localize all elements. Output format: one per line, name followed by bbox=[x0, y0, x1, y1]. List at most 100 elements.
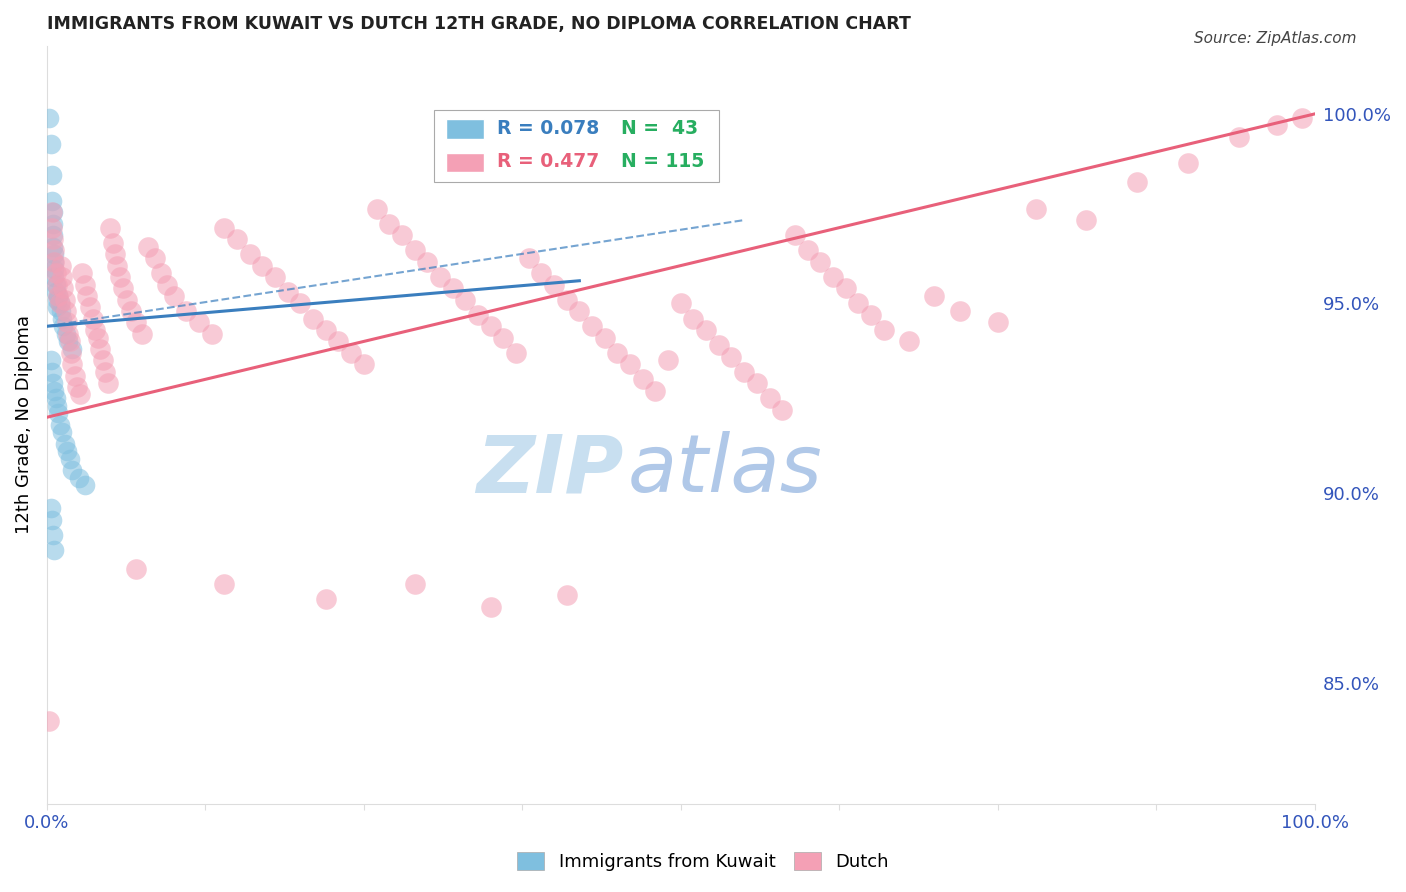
Point bbox=[201, 326, 224, 341]
Point bbox=[467, 308, 489, 322]
Point bbox=[45, 266, 67, 280]
Point bbox=[176, 304, 198, 318]
Point bbox=[60, 357, 83, 371]
Point bbox=[315, 592, 337, 607]
Point bbox=[366, 202, 388, 216]
Point bbox=[302, 311, 325, 326]
Point bbox=[669, 296, 692, 310]
Point bbox=[53, 293, 76, 307]
Text: ZIP: ZIP bbox=[477, 432, 624, 509]
Point bbox=[1076, 213, 1098, 227]
Point bbox=[46, 277, 69, 292]
Point bbox=[49, 304, 72, 318]
Point bbox=[136, 239, 159, 253]
Point bbox=[51, 425, 73, 440]
Text: N = 115: N = 115 bbox=[621, 153, 704, 171]
Point bbox=[59, 334, 82, 349]
Point bbox=[353, 357, 375, 371]
Point bbox=[770, 402, 793, 417]
Text: atlas: atlas bbox=[627, 432, 823, 509]
Point bbox=[277, 285, 299, 299]
Point bbox=[55, 326, 77, 341]
Point bbox=[479, 599, 502, 614]
Point bbox=[51, 311, 73, 326]
Point bbox=[682, 311, 704, 326]
Point bbox=[124, 562, 146, 576]
Point bbox=[110, 269, 132, 284]
Point bbox=[38, 111, 60, 125]
Point bbox=[720, 350, 742, 364]
Point bbox=[631, 372, 654, 386]
Point bbox=[39, 137, 62, 152]
Point bbox=[758, 392, 780, 406]
Point bbox=[42, 528, 65, 542]
Point bbox=[1291, 111, 1313, 125]
Point bbox=[73, 478, 96, 492]
Point bbox=[84, 323, 107, 337]
Point bbox=[44, 384, 66, 398]
FancyBboxPatch shape bbox=[446, 120, 484, 139]
Point bbox=[46, 289, 69, 303]
Point bbox=[46, 407, 69, 421]
Point bbox=[46, 293, 69, 307]
FancyBboxPatch shape bbox=[433, 110, 718, 182]
Point bbox=[821, 269, 844, 284]
Point bbox=[454, 293, 477, 307]
Point bbox=[59, 452, 82, 467]
Point bbox=[51, 269, 73, 284]
Point bbox=[41, 513, 63, 527]
Point bbox=[48, 296, 70, 310]
Point bbox=[657, 353, 679, 368]
Point bbox=[404, 244, 426, 258]
Point bbox=[315, 323, 337, 337]
Point bbox=[48, 417, 70, 432]
Point bbox=[45, 277, 67, 292]
Point bbox=[41, 194, 63, 208]
Point bbox=[1265, 118, 1288, 132]
Point bbox=[44, 247, 66, 261]
Point bbox=[555, 589, 578, 603]
Point bbox=[58, 326, 80, 341]
Point bbox=[834, 281, 856, 295]
Point bbox=[340, 345, 363, 359]
Legend: Immigrants from Kuwait, Dutch: Immigrants from Kuwait, Dutch bbox=[510, 845, 896, 879]
Point bbox=[42, 376, 65, 391]
Point bbox=[124, 315, 146, 329]
Point bbox=[252, 259, 274, 273]
Point bbox=[555, 293, 578, 307]
Point bbox=[150, 266, 173, 280]
Point bbox=[46, 289, 69, 303]
Text: R = 0.078: R = 0.078 bbox=[496, 119, 599, 138]
Point bbox=[924, 289, 946, 303]
Point bbox=[58, 334, 80, 349]
Point bbox=[46, 300, 69, 314]
Point bbox=[987, 315, 1010, 329]
Point bbox=[60, 342, 83, 356]
Point bbox=[44, 254, 66, 268]
Point bbox=[378, 217, 401, 231]
Point bbox=[391, 228, 413, 243]
Point bbox=[105, 259, 128, 273]
Point bbox=[79, 300, 101, 314]
Point bbox=[163, 289, 186, 303]
Point bbox=[45, 285, 67, 299]
Point bbox=[619, 357, 641, 371]
Point bbox=[949, 304, 972, 318]
Point bbox=[97, 376, 120, 391]
Point bbox=[41, 205, 63, 219]
Point bbox=[441, 281, 464, 295]
Point bbox=[120, 304, 142, 318]
Point bbox=[73, 277, 96, 292]
Point bbox=[416, 254, 439, 268]
Point bbox=[67, 471, 90, 485]
Point bbox=[42, 232, 65, 246]
Point bbox=[143, 251, 166, 265]
Point bbox=[517, 251, 540, 265]
Point bbox=[41, 365, 63, 379]
Point bbox=[44, 254, 66, 268]
Point bbox=[39, 501, 62, 516]
Point bbox=[91, 353, 114, 368]
Point bbox=[214, 220, 236, 235]
Y-axis label: 12th Grade, No Diploma: 12th Grade, No Diploma bbox=[15, 316, 32, 534]
Point bbox=[42, 205, 65, 219]
